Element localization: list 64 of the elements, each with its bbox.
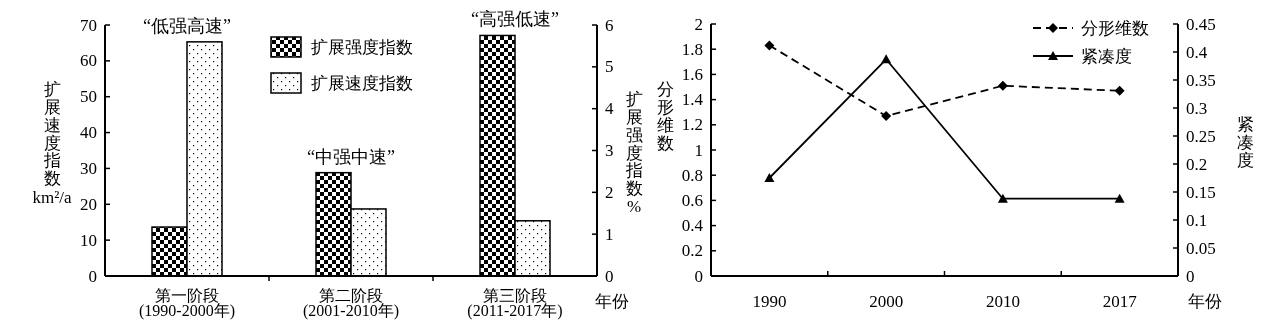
y2-tick-label: 6 xyxy=(605,15,614,35)
y-tick-label: 40 xyxy=(80,123,97,143)
y2-tick-label: 1 xyxy=(605,224,614,244)
legend-label: 扩展强度指数 xyxy=(311,37,413,57)
y2-tick-label: 0.25 xyxy=(1186,126,1216,146)
x-tick-label: 第三阶段 (2011-2017年) xyxy=(467,287,563,320)
y2-tick-label: 0.3 xyxy=(1186,98,1208,118)
y-axis-title: 扩展速度指数 km²/a xyxy=(32,80,72,207)
y-tick-label: 0 xyxy=(88,266,97,286)
y2-axis-title: 紧凑度 xyxy=(1236,115,1254,170)
y-tick-label: 1.4 xyxy=(681,90,704,110)
y-tick-label: 50 xyxy=(80,87,97,107)
x-axis-title: 年份 xyxy=(1188,291,1222,311)
y2-tick-label: 4 xyxy=(605,99,614,119)
y2-tick-label: 0.45 xyxy=(1186,14,1216,34)
y-tick-label: 1.2 xyxy=(681,115,703,135)
x-tick-label: 2010 xyxy=(985,291,1020,311)
legend-label: 分形维数 xyxy=(1081,18,1149,38)
y-tick-label: 0.8 xyxy=(681,165,703,185)
y2-tick-label: 0.15 xyxy=(1186,182,1216,202)
point xyxy=(997,80,1008,91)
legend-label: 紧凑度 xyxy=(1081,46,1132,66)
y-tick-label: 60 xyxy=(80,51,97,71)
y2-tick-label: 3 xyxy=(605,141,614,160)
legend-label: 扩展速度指数 xyxy=(311,73,413,93)
y-tick-label: 0.6 xyxy=(681,190,703,210)
y-tick-label: 10 xyxy=(80,230,97,250)
x-tick-label: 第二阶段 (2001-2010年) xyxy=(303,287,399,320)
point xyxy=(1114,85,1125,96)
point xyxy=(764,173,775,182)
y-tick-label: 2 xyxy=(694,14,703,34)
y-tick-label: 0.4 xyxy=(681,216,704,236)
x-tick-label: 2000 xyxy=(869,291,904,311)
y-tick-label: 0 xyxy=(694,266,703,286)
y2-tick-label: 0.2 xyxy=(1186,154,1208,174)
x-tick-label: 1990 xyxy=(752,291,787,311)
y-tick-label: 1.6 xyxy=(681,64,703,84)
point xyxy=(881,110,892,121)
x-axis-title: 年份 xyxy=(595,291,629,311)
point xyxy=(881,54,892,64)
y-tick-label: 70 xyxy=(80,15,97,35)
x-tick-label: 第一阶段 (1990-2000年) xyxy=(139,287,235,320)
point xyxy=(997,193,1008,203)
y2-axis-title: 扩展强度指数% xyxy=(624,90,643,217)
y-tick-label: 30 xyxy=(80,158,97,178)
y2-tick-label: 5 xyxy=(605,57,614,77)
y-tick-label: 0.2 xyxy=(681,241,703,261)
annotation: “低强高速” xyxy=(143,15,231,36)
y-axis-title: 分形维数 xyxy=(656,80,674,153)
x-tick-label: 2017 xyxy=(1102,291,1138,311)
y2-tick-label: 0 xyxy=(1186,266,1195,286)
y2-tick-label: 0.05 xyxy=(1186,238,1216,258)
y2-tick-label: 0.35 xyxy=(1186,70,1216,90)
y2-tick-label: 0.4 xyxy=(1186,42,1208,62)
y-tick-label: 20 xyxy=(80,194,97,214)
y2-tick-label: 0.1 xyxy=(1186,210,1208,230)
y2-tick-label: 0 xyxy=(605,266,614,286)
annotation: “高强低速” xyxy=(471,9,559,30)
y2-tick-label: 2 xyxy=(605,182,614,202)
y-tick-label: 1 xyxy=(694,140,703,160)
y-tick-label: 1.8 xyxy=(681,39,703,59)
point xyxy=(764,40,775,51)
annotation: “中强中速” xyxy=(307,146,395,167)
point xyxy=(1114,193,1125,203)
